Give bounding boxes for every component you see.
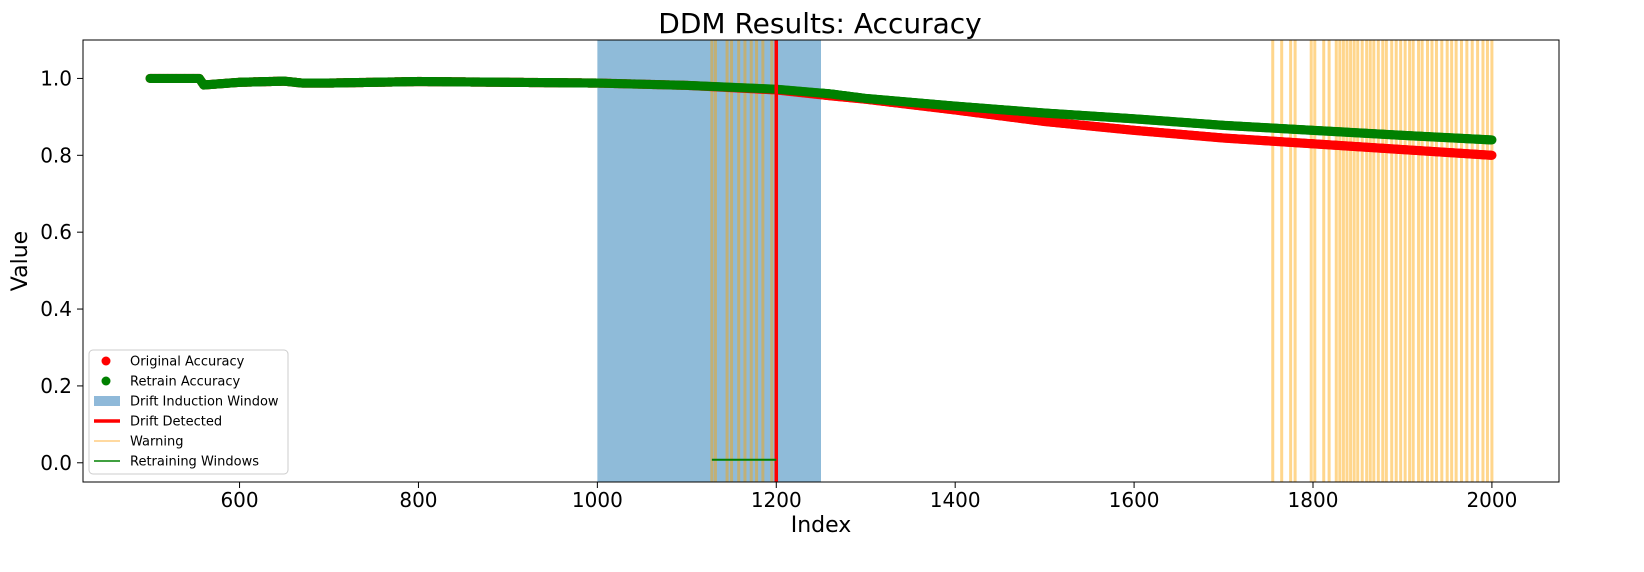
legend-label: Drift Detected [130,415,222,430]
x-tick-label: 800 [399,488,437,512]
y-tick-label: 0.2 [40,374,72,398]
original-accuracy-point [1487,150,1497,160]
y-axis-label: Value [8,231,33,291]
chart-title: DDM Results: Accuracy [658,7,981,40]
retrain-accuracy-series [145,73,1497,145]
legend-item: Original Accuracy [101,355,245,370]
legend-box [88,349,289,475]
x-axis-label: Index [791,513,852,538]
x-tick-label: 1400 [930,488,981,512]
legend-label: Warning [130,435,183,450]
legend-label: Drift Induction Window [130,395,279,410]
legend-item: Retrain Accuracy [101,375,240,390]
legend-marker [101,376,111,386]
drift-induction-window-layer [597,40,821,482]
legend-marker [101,356,111,366]
x-tick-label: 2000 [1466,488,1517,512]
legend-label: Retrain Accuracy [130,375,240,390]
x-tick-label: 1200 [751,488,802,512]
legend-item: Drift Induction Window [94,395,279,410]
plot-frame [82,39,1560,483]
legend-label: Original Accuracy [130,355,245,370]
drift-induction-window-band [597,40,821,482]
x-tick-label: 600 [220,488,258,512]
legend-item: Drift Detected [94,415,222,430]
y-tick-label: 0.6 [40,220,72,244]
y-tick-label: 0.8 [40,143,72,167]
x-axis-ticks: 600 800 1000 1200 1400 1600 1800 2000 [220,482,1517,512]
legend-label: Retraining Windows [130,455,259,470]
legend-item: Warning [94,435,183,450]
x-tick-label: 1600 [1109,488,1160,512]
y-tick-label: 0.4 [40,297,72,321]
legend-marker [94,396,120,406]
legend: Original Accuracy Retrain Accuracy Drift I… [88,349,289,475]
warning-lines-layer [710,40,1494,482]
y-axis-ticks: 0.0 0.2 0.4 0.6 0.8 1.0 [40,66,83,475]
x-tick-label: 1000 [572,488,623,512]
y-tick-label: 0.0 [40,451,72,475]
retrain-accuracy-point [1487,135,1497,145]
y-tick-label: 1.0 [40,66,72,90]
legend-item: Retraining Windows [94,455,259,470]
x-tick-label: 1800 [1288,488,1339,512]
